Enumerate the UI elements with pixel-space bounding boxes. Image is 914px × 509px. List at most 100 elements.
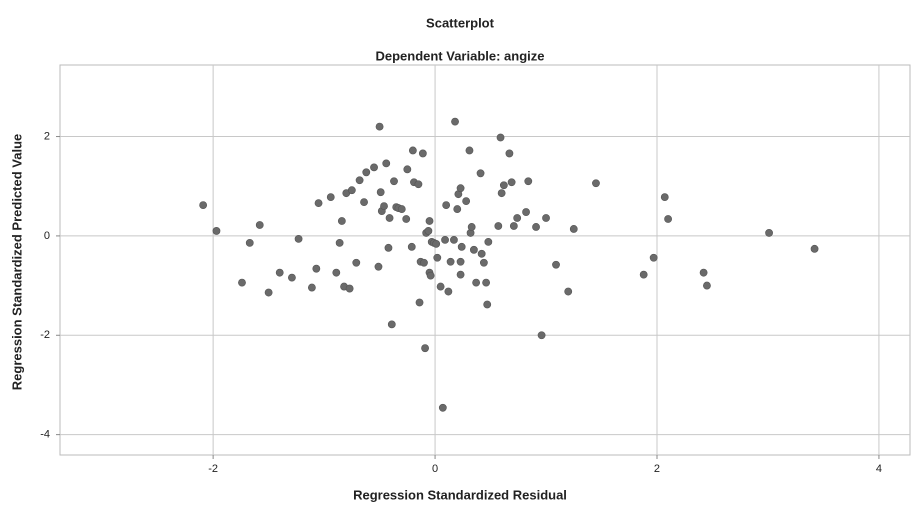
point xyxy=(467,223,476,231)
point xyxy=(424,227,433,235)
point xyxy=(355,176,364,185)
point xyxy=(494,222,503,230)
point xyxy=(199,201,208,210)
chart-title: Scatterplot xyxy=(426,15,495,30)
point xyxy=(524,177,533,186)
point xyxy=(552,260,560,269)
chart-subtitle: Dependent Variable: angize xyxy=(375,48,544,63)
point xyxy=(507,178,516,187)
y-tick-label: 0 xyxy=(44,230,50,242)
point xyxy=(390,177,398,186)
x-tick-label: -2 xyxy=(208,463,218,475)
point xyxy=(418,149,427,158)
y-axis-label: Regression Standardized Predicted Value xyxy=(9,134,24,390)
point xyxy=(307,283,316,292)
point xyxy=(564,287,573,296)
point xyxy=(415,298,424,307)
point xyxy=(496,133,505,142)
point xyxy=(497,189,506,198)
point xyxy=(420,258,428,267)
point xyxy=(465,146,474,155)
point xyxy=(421,344,429,353)
point xyxy=(664,215,672,223)
point xyxy=(699,268,708,277)
point xyxy=(472,278,481,287)
point xyxy=(542,214,550,222)
point xyxy=(380,202,388,210)
point xyxy=(569,225,578,233)
point xyxy=(441,235,449,244)
point xyxy=(384,243,393,252)
point xyxy=(360,198,368,207)
point xyxy=(433,253,442,262)
point xyxy=(438,403,447,412)
point xyxy=(407,242,416,251)
point xyxy=(375,122,384,131)
point xyxy=(414,180,423,189)
x-tick-label: 0 xyxy=(432,463,438,475)
point xyxy=(456,257,465,266)
point xyxy=(499,181,508,190)
point xyxy=(450,235,458,244)
point xyxy=(453,205,462,213)
point xyxy=(403,165,412,174)
point xyxy=(335,238,344,247)
point xyxy=(482,278,491,287)
point xyxy=(212,227,221,235)
point xyxy=(382,159,391,168)
point xyxy=(522,208,530,216)
point xyxy=(332,268,341,277)
point xyxy=(245,238,254,247)
point xyxy=(451,117,459,126)
point xyxy=(479,258,488,267)
point xyxy=(397,205,406,213)
point xyxy=(509,222,518,230)
x-tick-label: 4 xyxy=(876,463,882,475)
point xyxy=(436,282,445,291)
point xyxy=(374,262,383,271)
point xyxy=(505,149,514,158)
point xyxy=(408,146,417,155)
point xyxy=(462,197,471,206)
point xyxy=(370,163,378,172)
point xyxy=(537,331,546,340)
point xyxy=(639,270,648,279)
point xyxy=(314,199,323,208)
point xyxy=(238,278,246,287)
point xyxy=(385,214,394,222)
point xyxy=(483,300,492,309)
point xyxy=(362,168,371,177)
point xyxy=(337,217,346,225)
point xyxy=(347,186,356,195)
x-tick-label: 2 xyxy=(654,463,660,475)
point xyxy=(532,223,540,231)
point xyxy=(255,221,264,229)
point xyxy=(376,188,385,197)
point xyxy=(425,217,434,225)
point xyxy=(294,234,303,243)
point xyxy=(264,288,273,297)
point xyxy=(513,214,522,222)
point xyxy=(442,201,451,210)
point xyxy=(477,249,486,258)
point xyxy=(476,169,485,178)
point xyxy=(402,215,411,223)
point xyxy=(446,257,455,266)
y-tick-label: -4 xyxy=(40,429,50,441)
point xyxy=(312,264,321,273)
y-tick-label: -2 xyxy=(40,329,50,341)
point xyxy=(275,268,284,277)
point xyxy=(484,237,493,246)
point xyxy=(649,253,658,262)
point xyxy=(660,193,669,202)
point xyxy=(457,242,466,251)
point xyxy=(444,287,453,296)
point xyxy=(810,244,819,253)
point xyxy=(592,179,600,188)
y-tick-label: 2 xyxy=(44,130,50,142)
point xyxy=(387,320,396,329)
point xyxy=(352,258,361,267)
x-axis-label: Regression Standardized Residual xyxy=(353,487,567,502)
point xyxy=(765,229,773,237)
